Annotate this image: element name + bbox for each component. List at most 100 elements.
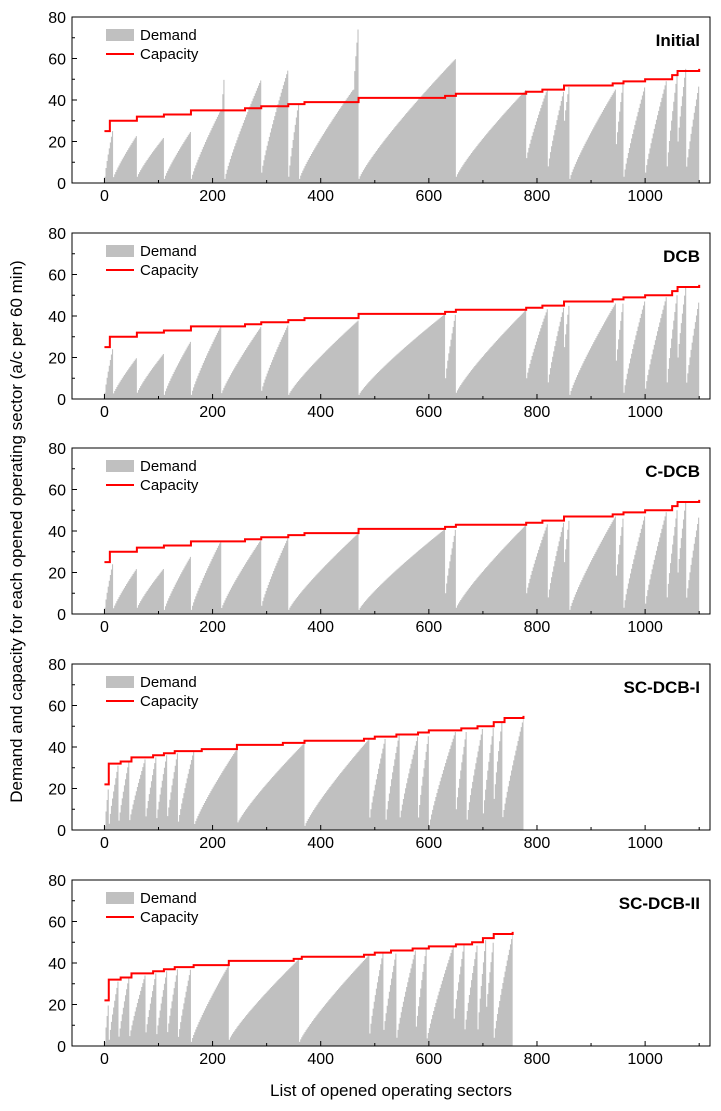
capacity-line bbox=[104, 68, 701, 133]
x-tick-label: 0 bbox=[100, 619, 109, 636]
x-tick-label: 0 bbox=[100, 835, 109, 852]
x-tick-label: 200 bbox=[199, 1051, 226, 1068]
legend-capacity-label: Capacity bbox=[140, 693, 199, 710]
legend: Demand Capacity bbox=[106, 27, 199, 63]
x-tick-label: 400 bbox=[307, 619, 334, 636]
x-tick-label: 800 bbox=[524, 619, 551, 636]
legend-demand-label: Demand bbox=[140, 890, 197, 907]
legend-demand-label: Demand bbox=[140, 27, 197, 44]
x-tick-label: 600 bbox=[415, 835, 442, 852]
x-tick-label: 200 bbox=[199, 188, 226, 205]
y-axis-title: Demand and capacity for each opened oper… bbox=[7, 260, 26, 802]
x-tick-label: 1000 bbox=[627, 835, 663, 852]
x-tick-label: 800 bbox=[524, 188, 551, 205]
capacity-line bbox=[104, 715, 525, 786]
x-tick-label: 800 bbox=[524, 835, 551, 852]
demand-area bbox=[104, 717, 524, 830]
legend-demand-swatch bbox=[106, 460, 134, 472]
x-tick-label: 1000 bbox=[627, 619, 663, 636]
y-tick-label: 60 bbox=[48, 483, 66, 500]
y-tick-label: 20 bbox=[48, 566, 66, 583]
x-tick-label: 400 bbox=[307, 188, 334, 205]
y-tick-label: 80 bbox=[48, 226, 66, 243]
demand-bars bbox=[104, 717, 524, 830]
legend: Demand Capacity bbox=[106, 243, 199, 279]
legend-demand-label: Demand bbox=[140, 243, 197, 260]
panel-title: SC-DCB-II bbox=[619, 894, 700, 913]
legend-capacity-label: Capacity bbox=[140, 909, 199, 926]
y-tick-label: 20 bbox=[48, 351, 66, 368]
y-tick-label: 80 bbox=[48, 657, 66, 674]
x-tick-label: 600 bbox=[415, 619, 442, 636]
x-tick-label: 400 bbox=[307, 404, 334, 421]
y-tick-label: 0 bbox=[57, 392, 66, 409]
y-tick-label: 0 bbox=[57, 607, 66, 624]
x-axis-title: List of opened operating sectors bbox=[270, 1081, 512, 1100]
y-tick-label: 80 bbox=[48, 873, 66, 890]
legend-demand-swatch bbox=[106, 245, 134, 257]
legend: Demand Capacity bbox=[106, 458, 199, 494]
legend: Demand Capacity bbox=[106, 890, 199, 926]
legend-demand-label: Demand bbox=[140, 674, 197, 691]
x-tick-label: 1000 bbox=[627, 1051, 663, 1068]
x-tick-label: 0 bbox=[100, 404, 109, 421]
x-tick-label: 200 bbox=[199, 404, 226, 421]
legend-demand-swatch bbox=[106, 29, 134, 41]
demand-bars bbox=[104, 29, 700, 183]
legend-capacity-label: Capacity bbox=[140, 46, 199, 63]
demand-bars bbox=[104, 933, 513, 1046]
legend-demand-label: Demand bbox=[140, 458, 197, 475]
y-tick-label: 40 bbox=[48, 309, 66, 326]
y-tick-label: 40 bbox=[48, 524, 66, 541]
demand-bars bbox=[104, 501, 700, 614]
y-tick-label: 40 bbox=[48, 956, 66, 973]
y-tick-label: 40 bbox=[48, 740, 66, 757]
y-tick-label: 0 bbox=[57, 823, 66, 840]
panel-title: DCB bbox=[663, 247, 700, 266]
y-tick-label: 40 bbox=[48, 93, 66, 110]
y-tick-label: 60 bbox=[48, 268, 66, 285]
x-tick-label: 600 bbox=[415, 1051, 442, 1068]
demand-area bbox=[104, 933, 513, 1046]
x-tick-label: 0 bbox=[100, 1051, 109, 1068]
legend-capacity-label: Capacity bbox=[140, 477, 199, 494]
y-tick-label: 60 bbox=[48, 915, 66, 932]
y-tick-label: 80 bbox=[48, 10, 66, 27]
x-tick-label: 0 bbox=[100, 188, 109, 205]
y-tick-label: 80 bbox=[48, 441, 66, 458]
x-tick-label: 600 bbox=[415, 188, 442, 205]
capacity-line bbox=[104, 499, 701, 564]
y-tick-label: 20 bbox=[48, 135, 66, 152]
x-tick-label: 1000 bbox=[627, 188, 663, 205]
x-tick-label: 800 bbox=[524, 404, 551, 421]
legend-demand-swatch bbox=[106, 892, 134, 904]
demand-area bbox=[104, 29, 700, 183]
x-tick-label: 400 bbox=[307, 835, 334, 852]
x-tick-label: 400 bbox=[307, 1051, 334, 1068]
demand-area bbox=[104, 286, 700, 399]
demand-area bbox=[104, 501, 700, 614]
x-tick-label: 1000 bbox=[627, 404, 663, 421]
capacity-line bbox=[104, 284, 701, 349]
panel-title: Initial bbox=[656, 31, 700, 50]
x-tick-label: 800 bbox=[524, 1051, 551, 1068]
x-tick-label: 200 bbox=[199, 835, 226, 852]
y-tick-label: 20 bbox=[48, 782, 66, 799]
x-tick-label: 200 bbox=[199, 619, 226, 636]
y-tick-label: 20 bbox=[48, 998, 66, 1015]
legend: Demand Capacity bbox=[106, 674, 199, 710]
legend-capacity-label: Capacity bbox=[140, 262, 199, 279]
y-tick-label: 0 bbox=[57, 1039, 66, 1056]
y-tick-label: 60 bbox=[48, 699, 66, 716]
y-tick-label: 60 bbox=[48, 52, 66, 69]
y-tick-label: 0 bbox=[57, 176, 66, 193]
capacity-line bbox=[104, 931, 514, 1002]
x-tick-label: 600 bbox=[415, 404, 442, 421]
panel-title: C-DCB bbox=[645, 462, 700, 481]
